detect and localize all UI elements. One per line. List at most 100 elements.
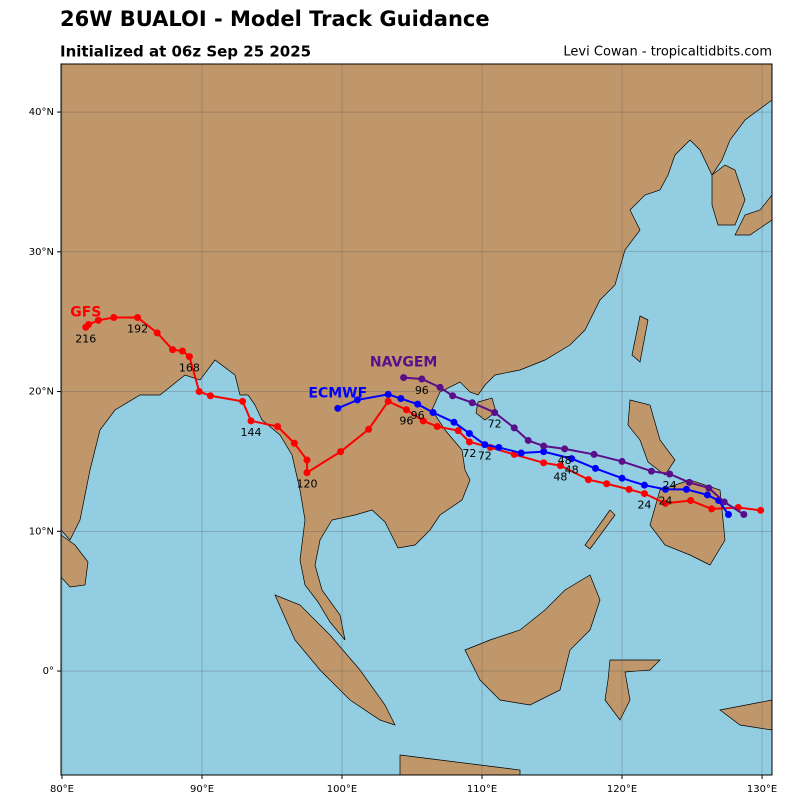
track-point (465, 429, 473, 437)
track-point (495, 443, 503, 451)
x-tick-label: 90°E (190, 784, 214, 795)
track-point (178, 347, 186, 355)
track-point (603, 480, 611, 488)
track-point (384, 397, 392, 405)
land (734, 194, 772, 236)
track-point (195, 388, 203, 396)
track-point (491, 409, 499, 417)
land (274, 594, 396, 726)
track-point (433, 422, 441, 430)
track-point (591, 464, 599, 472)
track-point (618, 474, 626, 482)
hour-label: 96 (411, 409, 425, 422)
land (399, 754, 521, 775)
track-point (517, 449, 525, 457)
track-point (185, 353, 193, 361)
track-point (556, 462, 564, 470)
land (627, 399, 676, 476)
y-tick-label: 20°N (29, 387, 54, 398)
track-point (429, 409, 437, 417)
land (61, 534, 89, 588)
track-point (419, 417, 427, 425)
model-name: GFS (70, 304, 101, 320)
hour-label: 168 (179, 362, 200, 375)
land (584, 509, 616, 550)
credit: Levi Cowan - tropicaltidbits.com (563, 45, 772, 60)
plot-frame (60, 63, 773, 776)
y-tick-label: 40°N (29, 107, 54, 118)
map (61, 64, 772, 775)
track-point (481, 441, 489, 449)
track-point (757, 506, 765, 514)
track-point (703, 491, 711, 499)
track-point (353, 396, 361, 404)
track-point (640, 490, 648, 498)
track-point (647, 467, 655, 475)
track-point (685, 478, 693, 486)
track-point (290, 439, 298, 447)
y-tick-label: 30°N (29, 247, 54, 258)
track-point (274, 422, 282, 430)
track-point (414, 400, 422, 408)
track-point (568, 455, 576, 463)
y-tick-label: 0° (43, 666, 54, 677)
track-point (682, 485, 690, 493)
hour-label: 96 (399, 415, 413, 428)
hour-label: 96 (415, 384, 429, 397)
track-point (666, 470, 674, 478)
track-point (82, 323, 90, 331)
hour-label: 72 (488, 418, 502, 431)
track-point (303, 456, 311, 464)
hour-label: 48 (558, 454, 572, 467)
track-point (418, 375, 426, 383)
hour-label: 120 (297, 478, 318, 491)
track-point (618, 457, 626, 465)
hour-label: 144 (241, 426, 262, 439)
land (61, 64, 772, 641)
track-point (384, 390, 392, 398)
track-point (454, 427, 462, 435)
track-point (134, 313, 142, 321)
chart-title: 26W BUALOI - Model Track Guidance (60, 7, 490, 31)
hour-label: 216 (75, 332, 96, 345)
hour-label: 72 (478, 450, 492, 463)
track-point (661, 485, 669, 493)
track-point (94, 316, 102, 324)
track-point (153, 329, 161, 337)
track-point (540, 459, 548, 467)
hour-label: 24 (663, 479, 677, 492)
x-tick-label: 110°E (467, 784, 497, 795)
hour-label: 48 (553, 471, 567, 484)
track-point (365, 425, 373, 433)
track-point (590, 450, 598, 458)
hour-label: 24 (637, 499, 651, 512)
track-point (687, 497, 695, 505)
track-point (397, 395, 405, 403)
land (631, 315, 649, 363)
track-point (510, 424, 518, 432)
x-tick-label: 120°E (607, 784, 637, 795)
track-point (402, 406, 410, 414)
track-point (540, 442, 548, 450)
track-point (449, 392, 457, 400)
land (711, 164, 746, 226)
track-point (708, 505, 716, 513)
track-point (540, 448, 548, 456)
x-tick-label: 80°E (50, 784, 74, 795)
track-point (661, 499, 669, 507)
track-point (334, 404, 342, 412)
track-point (705, 484, 713, 492)
model-name: NAVGEM (370, 355, 437, 371)
track-point (400, 374, 408, 382)
land (604, 659, 661, 721)
chart-subtitle: Initialized at 06z Sep 25 2025 (60, 43, 311, 61)
track-point (561, 445, 569, 453)
track-point (337, 448, 345, 456)
y-tick-label: 10°N (29, 526, 54, 537)
track-point (206, 392, 214, 400)
hour-label: 48 (565, 464, 579, 477)
hour-label: 192 (127, 322, 148, 335)
track-point (465, 438, 473, 446)
track-point (247, 417, 255, 425)
